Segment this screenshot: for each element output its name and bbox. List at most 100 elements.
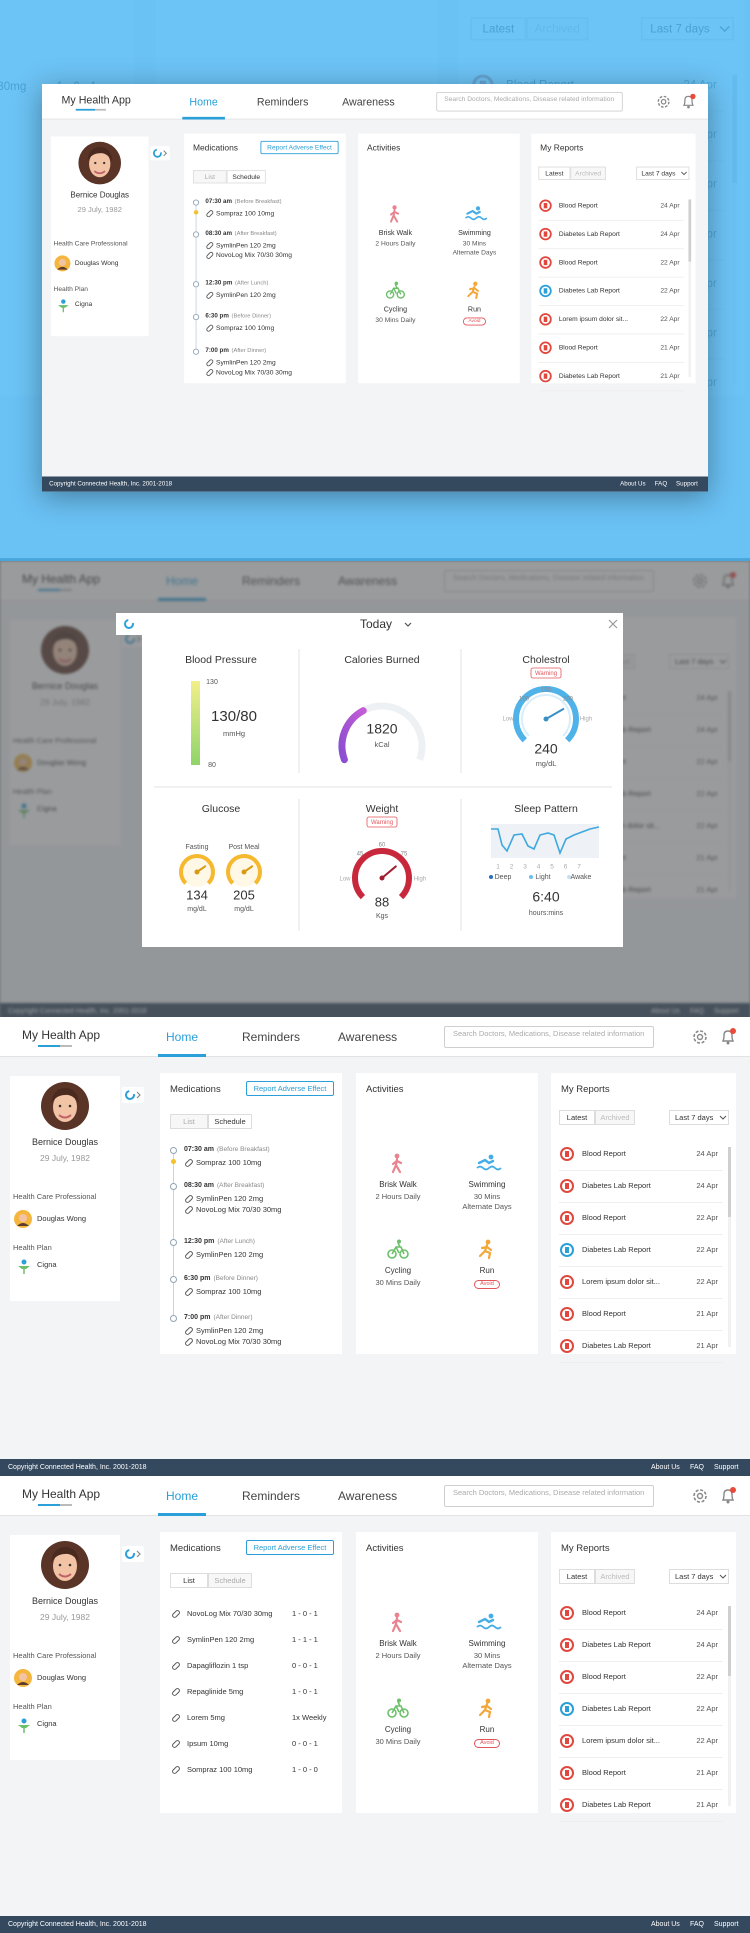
footer-link[interactable]: About Us <box>651 1464 680 1471</box>
nav-link[interactable]: Home <box>189 95 218 108</box>
report-tab[interactable]: Archived <box>595 1110 635 1125</box>
search-input[interactable]: Search Doctors, Medications, Disease rel… <box>436 91 623 112</box>
activity-icon <box>385 281 406 299</box>
nav-link[interactable]: Awareness <box>338 1489 398 1503</box>
search-input[interactable]: Search Doctors, Medications, Disease rel… <box>444 1485 654 1507</box>
report-adverse-button[interactable]: Report Adverse Effect <box>246 1081 334 1096</box>
report-name[interactable]: Blood Report <box>558 343 598 352</box>
drug-icon-part <box>185 1288 193 1296</box>
filter-chevron-part <box>719 1115 727 1120</box>
report-adverse-button[interactable]: Report Adverse Effect <box>260 140 339 155</box>
filter-chevron-part <box>719 1574 727 1579</box>
report-icon[interactable] <box>560 1339 574 1353</box>
report-name[interactable]: Blood Report <box>582 1309 626 1318</box>
report-icon[interactable] <box>560 1670 574 1684</box>
report-filter[interactable]: Last 7 days <box>669 1110 729 1125</box>
report-name[interactable]: Lorem ipsum dolor sit... <box>558 314 629 323</box>
report-separator <box>538 248 685 250</box>
sidebar-toggle[interactable] <box>122 1087 144 1103</box>
activity-icon-part <box>391 1242 405 1255</box>
report-icon[interactable] <box>560 1211 574 1225</box>
report-icon[interactable] <box>560 1638 574 1652</box>
med-tab[interactable]: Schedule <box>208 1114 252 1129</box>
nav-link[interactable]: Home <box>166 1489 199 1503</box>
med-tab[interactable]: List <box>170 1573 208 1588</box>
report-name[interactable]: Blood Report <box>582 1213 626 1222</box>
calorie-value: 1820 <box>366 721 397 737</box>
report-name[interactable]: Diabetes Lab Report <box>582 1245 651 1254</box>
vitals-popup: Today Blood Pressure 130 80 130/80 mmHg Calori… <box>142 613 623 947</box>
report-name[interactable]: Diabetes Lab Report <box>558 286 620 295</box>
nav-link[interactable]: Awareness <box>342 95 395 108</box>
report-name[interactable]: Blood Report <box>558 258 598 267</box>
report-name[interactable]: Blood Report <box>582 1672 626 1681</box>
report-tab[interactable]: Latest <box>559 1569 595 1584</box>
report-icon[interactable] <box>539 284 552 298</box>
report-name[interactable]: Diabetes Lab Report <box>582 1341 651 1350</box>
footer-link[interactable]: Support <box>676 480 698 488</box>
report-icon[interactable] <box>560 1147 574 1161</box>
report-adverse-button[interactable]: Report Adverse Effect <box>246 1540 334 1555</box>
report-icon[interactable] <box>539 199 552 212</box>
report-icon[interactable] <box>560 1702 574 1716</box>
report-name[interactable]: Blood Report <box>558 201 598 210</box>
nav-link[interactable]: Reminders <box>242 1489 301 1503</box>
activity-icon-part <box>485 1698 491 1704</box>
drug-icon <box>206 242 214 250</box>
report-filter[interactable]: Last 7 days <box>636 166 690 180</box>
report-icon[interactable] <box>560 1734 574 1748</box>
schedule-row: 12:30 pm(After Lunch) <box>184 1238 334 1248</box>
nav-link[interactable]: Home <box>166 1030 199 1044</box>
med-tab[interactable]: List <box>170 1114 208 1129</box>
report-icon[interactable] <box>539 313 552 326</box>
footer-link[interactable]: Support <box>714 1464 739 1471</box>
footer-link[interactable]: FAQ <box>690 1921 705 1928</box>
report-name[interactable]: Blood Report <box>582 1149 626 1158</box>
report-icon[interactable] <box>560 1243 574 1257</box>
footer-link[interactable]: About Us <box>620 480 646 488</box>
med-tab[interactable]: List <box>192 170 227 184</box>
report-name[interactable]: Lorem ipsum dolor sit... <box>582 1277 660 1286</box>
report-icon[interactable] <box>539 256 552 269</box>
med-tab[interactable]: Schedule <box>208 1573 252 1588</box>
nav-link[interactable]: Reminders <box>256 95 309 108</box>
report-tab[interactable]: Latest <box>538 166 571 180</box>
activity-icon-part <box>394 281 399 286</box>
report-icon[interactable] <box>560 1307 574 1321</box>
sidebar-toggle[interactable] <box>150 146 170 161</box>
report-name[interactable]: Diabetes Lab Report <box>582 1640 651 1649</box>
report-name[interactable]: Blood Report <box>582 1768 626 1777</box>
report-name[interactable]: Diabetes Lab Report <box>558 371 620 380</box>
report-icon[interactable] <box>560 1766 574 1780</box>
report-tab[interactable]: Archived <box>595 1569 635 1584</box>
activity-icon-part <box>465 215 488 221</box>
footer-link[interactable]: Support <box>714 1921 739 1928</box>
report-icon[interactable] <box>560 1798 574 1812</box>
search-input[interactable]: Search Doctors, Medications, Disease rel… <box>444 1026 654 1048</box>
report-name[interactable]: Lorem ipsum dolor sit... <box>582 1736 660 1745</box>
report-icon[interactable] <box>539 341 552 354</box>
report-name[interactable]: Diabetes Lab Report <box>582 1800 651 1809</box>
nav-link[interactable]: Reminders <box>242 1030 301 1044</box>
sleep-unit: hours:mins <box>529 910 564 917</box>
report-name[interactable]: Diabetes Lab Report <box>558 229 620 238</box>
report-filter[interactable]: Last 7 days <box>669 1569 729 1584</box>
sidebar-toggle[interactable] <box>122 1546 144 1562</box>
report-icon[interactable] <box>560 1275 574 1289</box>
report-tab[interactable]: Archived <box>570 166 606 180</box>
footer-link[interactable]: FAQ <box>690 1464 705 1471</box>
report-name[interactable]: Diabetes Lab Report <box>582 1181 651 1190</box>
footer-link[interactable]: About Us <box>651 1921 680 1928</box>
nav-link[interactable]: Awareness <box>338 1030 398 1044</box>
report-tab[interactable]: Latest <box>559 1110 595 1125</box>
report-name[interactable]: Diabetes Lab Report <box>582 1704 651 1713</box>
report-icon[interactable] <box>560 1606 574 1620</box>
report-name[interactable]: Blood Report <box>582 1608 626 1617</box>
profile-avatar <box>78 141 122 185</box>
med-tab[interactable]: Schedule <box>226 170 266 184</box>
report-icon[interactable] <box>539 227 552 241</box>
report-icon[interactable] <box>539 369 552 383</box>
footer-link[interactable]: FAQ <box>654 480 668 488</box>
report-icon[interactable] <box>560 1179 574 1193</box>
report-separator <box>559 1661 723 1662</box>
